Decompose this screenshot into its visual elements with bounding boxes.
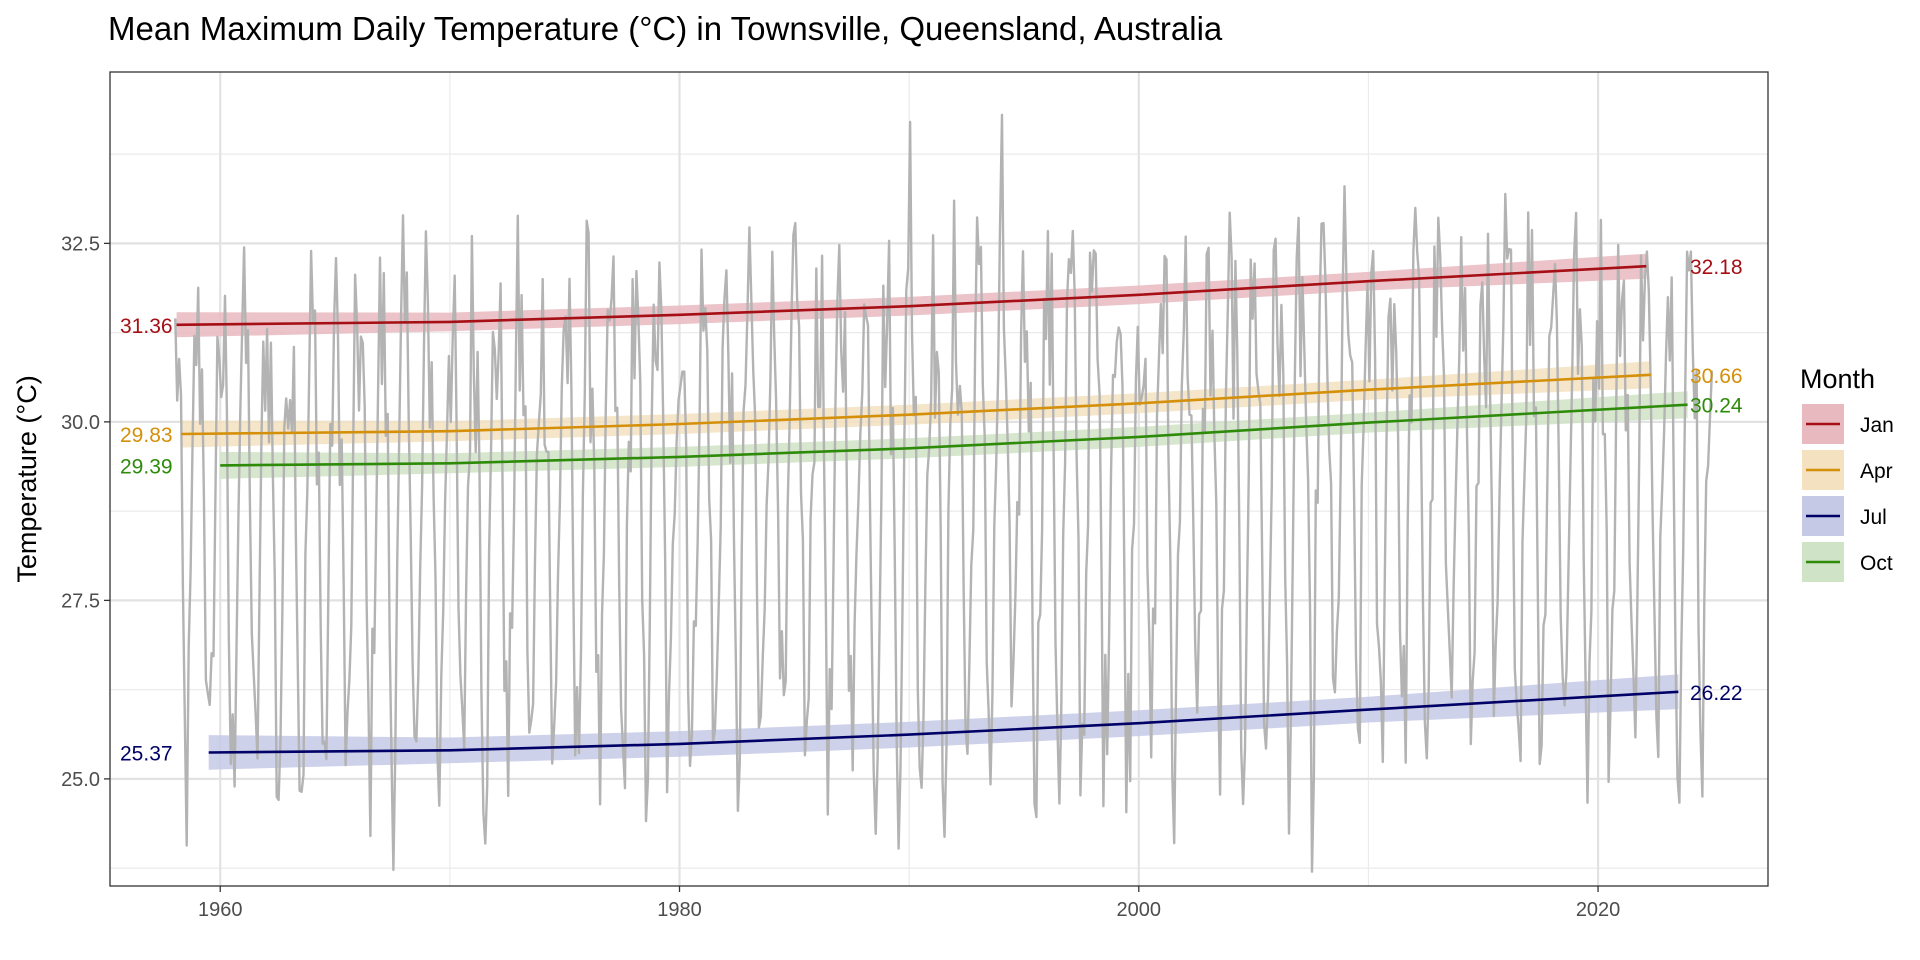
trend-line-jan (176, 264, 1647, 327)
end-label-apr: 30.66 (1690, 365, 1743, 388)
start-label-oct: 29.39 (120, 455, 173, 478)
y-axis-title: Temperature (°C) (12, 375, 42, 582)
legend-title: Month (1800, 364, 1875, 394)
legend-label-jul: Jul (1860, 506, 1887, 529)
legend-label-apr: Apr (1860, 460, 1893, 483)
start-label-jan: 31.36 (120, 315, 173, 338)
end-label-oct: 30.24 (1690, 395, 1743, 418)
trend-lines (176, 264, 1688, 754)
x-tick-label: 2020 (1576, 899, 1621, 921)
end-label-jan: 32.18 (1690, 256, 1743, 279)
legend: Month Jan Apr Jul Oct (1800, 364, 1894, 582)
plot-border (109, 71, 1769, 887)
axes: 1960 1980 2000 2020 25.0 27.5 30.0 32.5 Temperat… (12, 233, 1620, 921)
trend-line-apr (181, 373, 1651, 436)
start-label-apr: 29.83 (120, 424, 173, 447)
trend-line-oct (220, 403, 1688, 467)
monthly-temperature-line (174, 113, 1714, 873)
x-tick-label: 1980 (657, 899, 702, 921)
trend-line-jul (208, 690, 1679, 754)
y-tick-label: 30.0 (61, 412, 100, 434)
legend-label-jan: Jan (1860, 414, 1894, 437)
y-tick-label: 25.0 (61, 769, 100, 791)
chart-title: Mean Maximum Daily Temperature (°C) in T… (108, 10, 1223, 47)
trend-end-labels: 31.36 32.18 29.83 30.66 25.37 26.22 29.39 30.24 (120, 256, 1743, 765)
start-label-jul: 25.37 (120, 742, 173, 765)
x-tick-label: 2000 (1117, 899, 1162, 921)
y-tick-label: 32.5 (61, 233, 100, 255)
y-tick-label: 27.5 (61, 590, 100, 612)
legend-label-oct: Oct (1860, 552, 1893, 575)
band-oct (220, 391, 1688, 479)
x-tick-label: 1960 (198, 899, 243, 921)
end-label-jul: 26.22 (1690, 682, 1743, 705)
